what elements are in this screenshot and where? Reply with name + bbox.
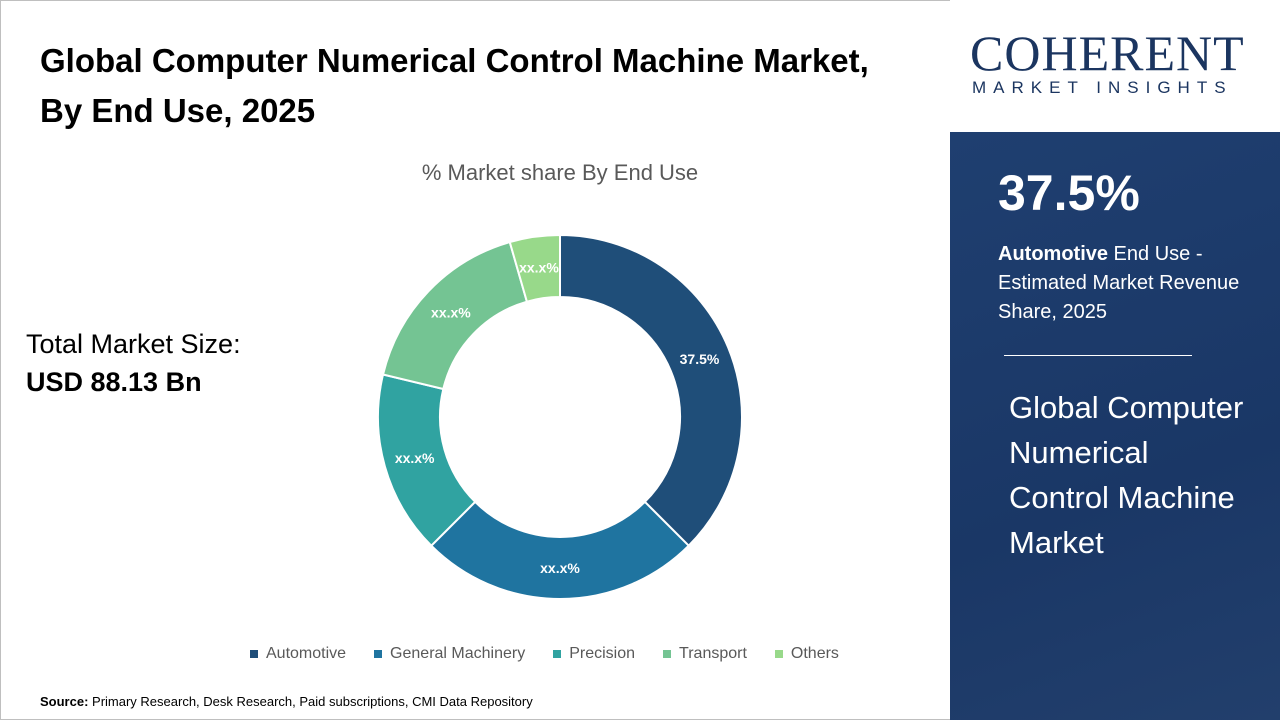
data-label: xx.x% (540, 560, 580, 576)
highlight-percentage: 37.5% (998, 165, 1140, 221)
logo-tagline: MARKET INSIGHTS (972, 78, 1233, 97)
slice-others (508, 233, 561, 303)
legend-swatch (250, 650, 258, 658)
legend-item: Transport (663, 645, 747, 663)
data-label: xx.x% (395, 450, 435, 466)
legend-swatch (774, 650, 783, 658)
page-title: Global Computer Numerical Control Machin… (40, 42, 869, 129)
highlight-desc-text: End Use - Estimated Market Revenue Share… (998, 243, 1240, 323)
total-market-size: Total Market Size: USD 88.13 Bn (26, 325, 241, 401)
logo-name: COHERENT (970, 25, 1245, 81)
data-label: xx.x% (519, 259, 559, 275)
chart-legend: Automotive General Machinery Precision Tran… (250, 645, 867, 663)
panel-market-title: Global Computer Numerical Control Machin… (1009, 390, 1244, 560)
legend-item: Automotive (250, 645, 346, 663)
chart-title: % Market share By End Use (421, 160, 699, 185)
data-label: 37.5% (680, 351, 720, 367)
market-label: Total Market Size: (26, 329, 241, 359)
legend-swatch (374, 650, 383, 658)
legend-item: Precision (553, 645, 635, 663)
source-text: Primary Research, Desk Research, Paid su… (88, 694, 533, 709)
legend-label: Automotive (266, 645, 347, 662)
slice-general-machinery (429, 500, 691, 600)
legend-label: General Machinery (390, 645, 526, 662)
data-label: xx.x% (431, 305, 471, 321)
source-note: Source: Primary Research, Desk Research,… (40, 694, 533, 709)
donut-chart: 37.5% xx.x% xx.x% xx.x% xx.x% (377, 233, 743, 600)
highlight-description: Automotive End Use - Estimated Market Re… (998, 240, 1258, 327)
highlight-panel: 37.5% Automotive End Use - Estimated Mar… (950, 132, 1280, 720)
legend-label: Transport (679, 645, 747, 662)
legend-swatch (663, 650, 672, 658)
legend-item: Others (774, 645, 839, 663)
market-value: USD 88.13 Bn (26, 367, 202, 397)
divider (1004, 355, 1192, 356)
legend-item: General Machinery (374, 645, 525, 663)
legend-label: Others (790, 645, 839, 662)
highlight-segment: Automotive (998, 243, 1108, 265)
coherent-logo: COHERENT MARKET INSIGHTS (950, 0, 1280, 132)
slice-automotive (559, 233, 743, 548)
source-label: Source: (40, 694, 89, 709)
legend-swatch (553, 650, 562, 658)
legend-label: Precision (569, 645, 636, 662)
